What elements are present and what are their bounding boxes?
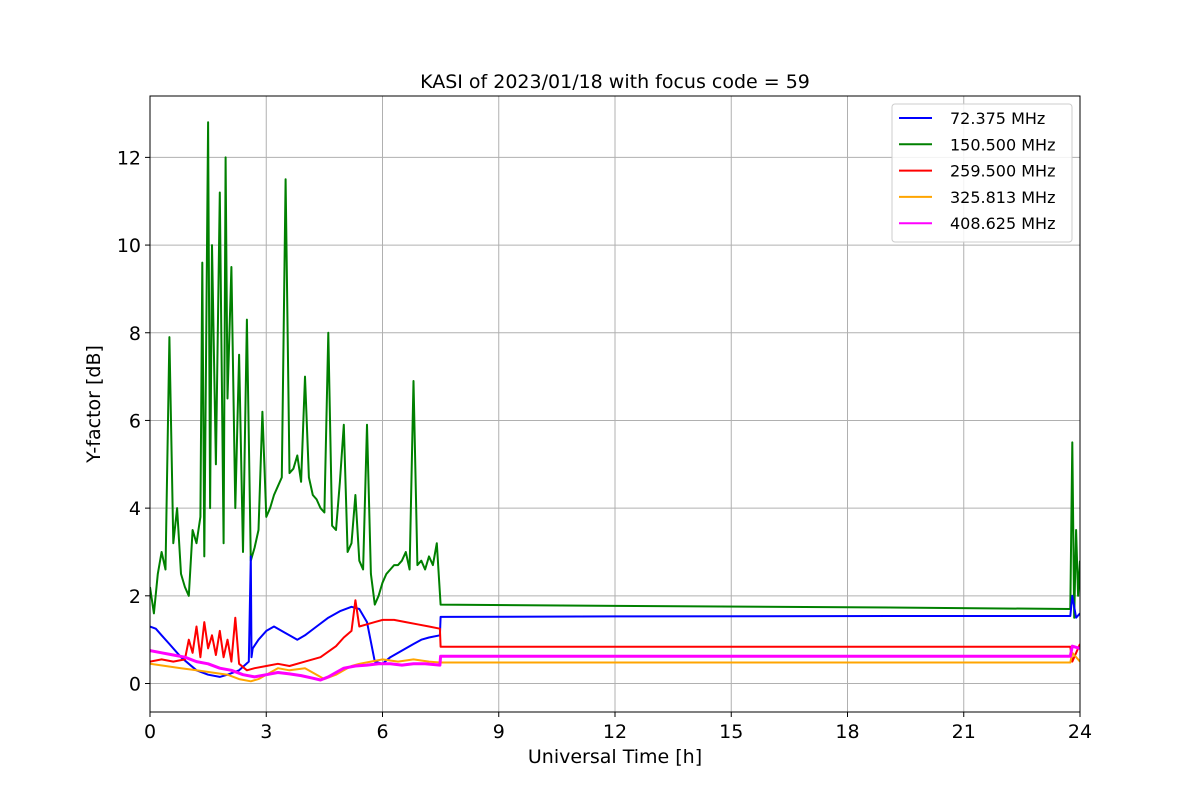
legend-box bbox=[891, 103, 1073, 243]
y-tick-label: 0 bbox=[129, 674, 141, 696]
legend-label: 72.375 MHz bbox=[950, 109, 1045, 128]
y-tick-label: 8 bbox=[129, 323, 141, 345]
grid bbox=[149, 96, 1081, 712]
legend-label: 408.625 MHz bbox=[950, 214, 1055, 233]
x-tick-label: 3 bbox=[260, 721, 272, 743]
y-axis: 0 2 4 6 8 10 12 bbox=[117, 147, 150, 696]
series-line-1 bbox=[150, 121, 1080, 619]
x-tick-label: 0 bbox=[144, 721, 156, 743]
series-line-4 bbox=[150, 644, 1080, 682]
y-tick-label: 4 bbox=[129, 498, 141, 520]
y-tick-label: 2 bbox=[129, 586, 141, 608]
legend-label: 259.500 MHz bbox=[950, 162, 1055, 181]
x-tick-label: 24 bbox=[1068, 721, 1092, 743]
x-tick-label: 9 bbox=[493, 721, 505, 743]
y-tick-label: 10 bbox=[117, 235, 141, 257]
x-tick-label: 18 bbox=[835, 721, 859, 743]
y-tick-label: 12 bbox=[117, 147, 141, 169]
legend: 72.375 MHz 150.500 MHz 259.500 MHz 325.813 … bbox=[891, 103, 1073, 243]
y-tick-label: 6 bbox=[129, 410, 141, 432]
chart-title: KASI of 2023/01/18 with focus code = 59 bbox=[420, 71, 810, 93]
x-tick-label: 12 bbox=[603, 721, 627, 743]
x-axis-label: Universal Time [h] bbox=[528, 746, 702, 768]
x-tick-label: 6 bbox=[376, 721, 388, 743]
legend-label: 325.813 MHz bbox=[950, 188, 1055, 207]
legend-label: 150.500 MHz bbox=[950, 135, 1055, 154]
y-axis-label: Y-factor [dB] bbox=[83, 345, 105, 464]
series-line-2 bbox=[150, 599, 1080, 672]
x-tick-label: 21 bbox=[952, 721, 976, 743]
plot-series bbox=[150, 121, 1080, 683]
x-tick-label: 15 bbox=[719, 721, 743, 743]
x-axis: 0 3 6 9 12 15 18 21 24 bbox=[144, 712, 1092, 743]
